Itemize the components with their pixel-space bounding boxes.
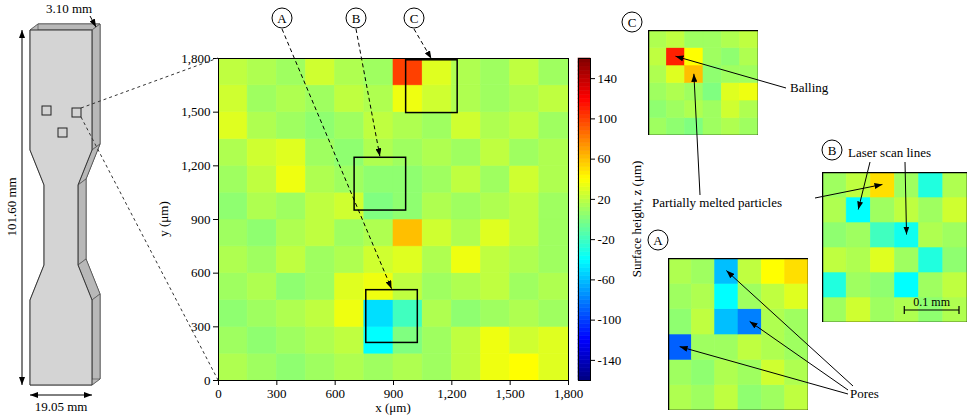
svg-text:1,500: 1,500 (496, 386, 525, 401)
svg-text:1,500: 1,500 (181, 104, 210, 119)
svg-text:A: A (277, 11, 287, 26)
svg-text:Balling: Balling (790, 80, 829, 95)
svg-text:140: 140 (598, 71, 618, 86)
svg-text:-140: -140 (598, 353, 622, 368)
svg-text:900: 900 (191, 212, 211, 227)
svg-text:60: 60 (598, 151, 611, 166)
svg-text:20: 20 (598, 192, 611, 207)
svg-text:-100: -100 (598, 312, 622, 327)
svg-text:-20: -20 (598, 232, 615, 247)
svg-text:C: C (410, 11, 419, 26)
svg-text:B: B (828, 143, 837, 158)
svg-text:0.1 mm: 0.1 mm (913, 295, 950, 309)
svg-text:x (μm): x (μm) (375, 400, 411, 415)
svg-text:0: 0 (215, 386, 222, 401)
svg-text:C: C (628, 15, 637, 30)
svg-text:1,200: 1,200 (181, 158, 210, 173)
svg-text:600: 600 (191, 265, 211, 280)
svg-text:101.60 mm: 101.60 mm (4, 177, 19, 236)
svg-text:Laser scan lines: Laser scan lines (848, 145, 931, 160)
svg-text:0: 0 (204, 373, 211, 388)
svg-text:100: 100 (598, 111, 618, 126)
svg-text:600: 600 (325, 386, 345, 401)
svg-text:Surface height, z (μm): Surface height, z (μm) (629, 161, 644, 278)
svg-text:1,200: 1,200 (437, 386, 466, 401)
svg-text:19.05 mm: 19.05 mm (35, 399, 88, 414)
svg-text:Partially melted particles: Partially melted particles (652, 195, 782, 210)
svg-text:900: 900 (384, 386, 404, 401)
svg-text:y (μm): y (μm) (156, 201, 171, 237)
svg-text:A: A (653, 233, 663, 248)
svg-text:B: B (352, 11, 361, 26)
svg-text:1,800: 1,800 (181, 51, 210, 66)
svg-text:Pores: Pores (850, 386, 879, 401)
svg-text:3.10 mm: 3.10 mm (46, 1, 92, 16)
svg-text:-60: -60 (598, 272, 615, 287)
svg-text:300: 300 (191, 319, 211, 334)
svg-text:1,800: 1,800 (554, 386, 583, 401)
svg-text:300: 300 (267, 386, 287, 401)
